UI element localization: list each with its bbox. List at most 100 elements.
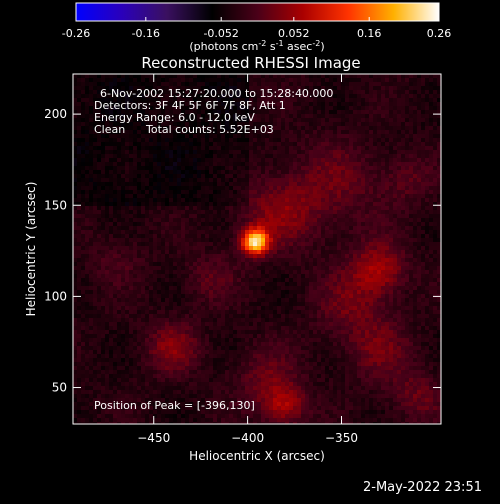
heatmap-cell	[289, 78, 294, 83]
heatmap-cell	[241, 174, 246, 179]
heatmap-cell	[345, 214, 350, 219]
heatmap-cell	[249, 82, 254, 87]
heatmap-cell	[181, 202, 186, 207]
heatmap-cell	[141, 218, 146, 223]
heatmap-cell	[369, 94, 374, 99]
heatmap-cell	[381, 134, 386, 139]
heatmap-cell	[221, 174, 226, 179]
heatmap-cell	[309, 218, 314, 223]
heatmap-cell	[221, 262, 226, 267]
heatmap-cell	[109, 138, 114, 143]
heatmap-cell	[273, 270, 278, 275]
heatmap-cell	[261, 118, 266, 123]
heatmap-cell	[217, 282, 222, 287]
heatmap-cell	[421, 114, 426, 119]
heatmap-cell	[241, 254, 246, 259]
heatmap-cell	[373, 182, 378, 187]
heatmap-cell	[349, 202, 354, 207]
heatmap-cell	[277, 186, 282, 191]
heatmap-cell	[433, 286, 438, 291]
heatmap-cell	[249, 230, 254, 235]
heatmap-cell	[333, 186, 338, 191]
heatmap-cell	[81, 246, 86, 251]
heatmap-cell	[269, 238, 274, 243]
heatmap-cell	[181, 226, 186, 231]
heatmap-cell	[133, 266, 138, 271]
heatmap-cell	[81, 134, 86, 139]
heatmap-cell	[373, 222, 378, 227]
heatmap-cell	[409, 230, 414, 235]
heatmap-cell	[353, 210, 358, 215]
heatmap-cell	[81, 186, 86, 191]
heatmap-cell	[405, 206, 410, 211]
heatmap-cell	[85, 278, 90, 283]
heatmap-cell	[365, 282, 370, 287]
heatmap-cell	[101, 202, 106, 207]
heatmap-cell	[377, 170, 382, 175]
heatmap-cell	[409, 142, 414, 147]
heatmap-cell	[129, 206, 134, 211]
heatmap-cell	[401, 150, 406, 155]
heatmap-cell	[213, 146, 218, 151]
heatmap-cell	[281, 166, 286, 171]
heatmap-cell	[205, 258, 210, 263]
heatmap-cell	[141, 130, 146, 135]
heatmap-cell	[361, 278, 366, 283]
heatmap-cell	[417, 258, 422, 263]
heatmap-cell	[293, 110, 298, 115]
heatmap-cell	[173, 158, 178, 163]
heatmap-cell	[429, 166, 434, 171]
heatmap-cell	[433, 138, 438, 143]
heatmap-cell	[373, 218, 378, 223]
heatmap-cell	[113, 74, 118, 79]
heatmap-cell	[153, 230, 158, 235]
heatmap-cell	[145, 230, 150, 235]
heatmap-cell	[221, 202, 226, 207]
heatmap-cell	[197, 266, 202, 271]
heatmap-cell	[273, 246, 278, 251]
heatmap-cell	[93, 238, 98, 243]
heatmap-cell	[365, 214, 370, 219]
heatmap-cell	[381, 230, 386, 235]
heatmap-cell	[385, 246, 390, 251]
heatmap-cell	[425, 134, 430, 139]
heatmap-cell	[169, 154, 174, 159]
heatmap-cell	[117, 202, 122, 207]
heatmap-cell	[401, 102, 406, 107]
heatmap-cell	[97, 170, 102, 175]
heatmap-cell	[145, 226, 150, 231]
heatmap-cell	[177, 266, 182, 271]
heatmap-cell	[249, 226, 254, 231]
heatmap-cell	[233, 238, 238, 243]
heatmap-cell	[237, 278, 242, 283]
heatmap-cell	[353, 74, 358, 79]
heatmap-cell	[81, 198, 86, 203]
heatmap-cell	[185, 158, 190, 163]
heatmap-cell	[313, 170, 318, 175]
heatmap-cell	[157, 82, 162, 87]
heatmap-cell	[77, 178, 82, 183]
heatmap-cell	[421, 130, 426, 135]
heatmap-cell	[337, 226, 342, 231]
heatmap-cell	[121, 258, 126, 263]
heatmap-cell	[133, 258, 138, 263]
heatmap-cell	[201, 194, 206, 199]
heatmap-cell	[77, 78, 82, 83]
heatmap-cell	[137, 162, 142, 167]
heatmap-cell	[433, 146, 438, 151]
heatmap-cell	[293, 278, 298, 283]
heatmap-cell	[189, 278, 194, 283]
heatmap-cell	[401, 254, 406, 259]
heatmap-cell	[157, 218, 162, 223]
heatmap-cell	[357, 202, 362, 207]
heatmap-cell	[397, 134, 402, 139]
heatmap-cell	[117, 162, 122, 167]
heatmap-cell	[281, 134, 286, 139]
heatmap-cell	[325, 238, 330, 243]
heatmap-cell	[309, 110, 314, 115]
heatmap-cell	[365, 278, 370, 283]
heatmap-cell	[249, 162, 254, 167]
heatmap-cell	[433, 158, 438, 163]
heatmap-cell	[153, 254, 158, 259]
heatmap-cell	[289, 106, 294, 111]
